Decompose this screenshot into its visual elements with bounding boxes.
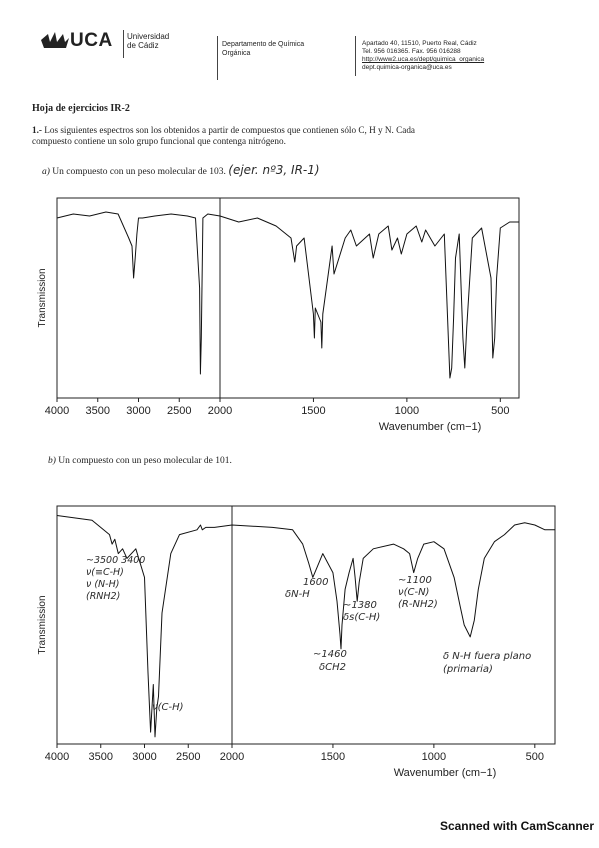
plot-frame <box>56 197 520 399</box>
uca-logo-text: UCA <box>70 30 113 51</box>
part-b-text: Un compuesto con un peso molecular de 10… <box>58 456 232 466</box>
part-a-text: Un compuesto con un peso molecular de 10… <box>52 167 226 177</box>
problem-line-1: 1.- Los siguientes espectros son los obt… <box>32 125 572 136</box>
x-tick-label: 500 <box>491 405 509 417</box>
y-axis-label: Transmission <box>37 268 48 327</box>
part-a-heading: a) Un compuesto con un peso molecular de… <box>42 163 320 177</box>
x-tick-label: 4000 <box>45 405 69 417</box>
university-line-1: Universidad <box>127 32 170 41</box>
contact-email: dept.quimica-organica@uca.es <box>362 64 452 71</box>
contact-info: Apartado 40, 11510, Puerto Real, Cádiz T… <box>362 40 484 72</box>
x-tick-label: 2500 <box>167 405 191 417</box>
problem-number: 1.- <box>32 125 42 135</box>
part-a-label: a) <box>42 167 50 177</box>
x-axis-label: Wavenumber (cm−1) <box>379 421 482 433</box>
annotation-ch-stretch: ν(C-H) <box>152 702 184 713</box>
header-divider-2 <box>217 36 218 80</box>
x-tick-label: 1000 <box>422 751 446 763</box>
problem-text-1: Los siguientes espectros son los obtenid… <box>44 125 416 135</box>
plot-frame <box>56 505 556 745</box>
part-a-handwritten-note: (ejer. nº3, IR-1) <box>228 163 320 177</box>
annotation-ch3-bend: ~1380 δs(C-H) <box>343 600 381 623</box>
annotation-nh-oop: δ N-H fuera plano (primaria) <box>443 651 532 675</box>
spectrum-line <box>56 515 555 738</box>
contact-address: Apartado 40, 11510, Puerto Real, Cádiz <box>362 40 477 47</box>
x-tick-label: 3000 <box>126 405 150 417</box>
x-tick-label: 4000 <box>45 751 69 763</box>
part-b-label: b) <box>48 456 56 466</box>
part-b-heading: b) Un compuesto con un peso molecular de… <box>48 456 232 466</box>
uca-bird-logo-icon <box>41 32 69 48</box>
contact-phone: Tel. 956 016365. Fax. 956 016288 <box>362 48 461 55</box>
x-tick-label: 3000 <box>132 751 156 763</box>
annotation-cn-stretch: ~1100 ν(C-N) (R-NH2) <box>398 575 438 610</box>
ir-spectrum-b: 4000 3500 3000 2500 2000 1500 1000 500 Wavenumbe… <box>37 505 556 779</box>
x-tick-label: 2500 <box>176 751 200 763</box>
x-tick-label: 1000 <box>395 405 419 417</box>
scanner-watermark: Scanned with CamScanner <box>439 819 594 833</box>
x-tick-label: 1500 <box>321 751 345 763</box>
spectrum-line <box>56 211 519 379</box>
department-line-1: Departamento de Química <box>222 41 305 48</box>
annotation-oh-nh: ~3500 3400 ν(≡C-H) ν (N-H) (RNH2) <box>86 555 146 602</box>
y-axis-label: Transmission <box>37 595 48 654</box>
annotation-ch2-bend: ~1460 δCH2 <box>313 649 347 673</box>
department-name: Departamento de Química Orgánica <box>222 40 304 58</box>
ir-spectrum-a: 4000 3500 3000 2500 2000 1500 1000 500 Wavenumbe… <box>37 197 520 433</box>
x-tick-label: 3500 <box>86 405 110 417</box>
contact-website-link[interactable]: http://www2.uca.es/dept/quimica_organica <box>362 56 485 63</box>
annotation-nh-bend: 1600 δN-H <box>285 577 329 600</box>
university-line-2: de Cádiz <box>127 41 159 50</box>
problem-statement: 1.- Los siguientes espectros son los obt… <box>32 125 572 147</box>
x-tick-label: 2000 <box>208 405 232 417</box>
x-tick-label: 2000 <box>220 751 244 763</box>
university-name: Universidad de Cádiz <box>127 32 169 50</box>
department-line-2: Orgánica <box>222 50 251 57</box>
uca-logo: UCA <box>40 30 122 54</box>
problem-text-2: compuesto contiene un solo grupo funcion… <box>32 136 286 146</box>
x-axis-label: Wavenumber (cm−1) <box>394 767 497 779</box>
x-tick-label: 3500 <box>89 751 113 763</box>
page-title: Hoja de ejercicios IR-2 <box>32 103 130 114</box>
header-divider-1 <box>123 30 124 58</box>
x-tick-label: 1500 <box>301 405 325 417</box>
x-tick-label: 500 <box>526 751 544 763</box>
header-divider-3 <box>355 36 356 76</box>
